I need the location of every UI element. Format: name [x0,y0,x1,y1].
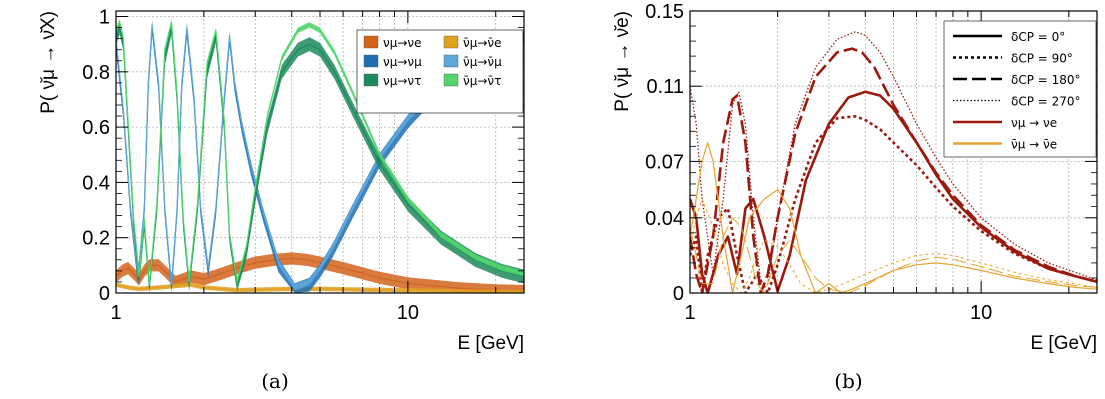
series-band-0 [116,252,524,293]
legend-label: νμ→ντ [383,74,421,88]
series-line-3 [690,31,1097,285]
series-line-4 [690,142,1097,293]
legend-label: νμ→νμ [383,55,422,69]
legend-label: δCP = 0° [1011,30,1065,44]
x-tick-label: 10 [970,302,992,324]
legend-label: ν̄μ → ν̄e [1011,138,1057,152]
y-tick-label: 0.15 [645,1,684,23]
series-line-6 [690,198,1097,293]
chart-b: 1 10 0 0.04 0.07 0.11 0.15 E [GeV] P( ν̆μ → ν̆e)… [612,1,1098,393]
legend-label: ν̄μ→ν̄e [463,36,501,50]
y-tick-label: 0.6 [82,117,110,139]
y-tick-label: 0 [99,283,110,305]
figure-caption: (b) [834,369,862,393]
legend-swatch [443,35,459,49]
y-tick-label: 0.04 [645,208,684,230]
legend-label: ν̄μ→ν̄μ [463,55,502,69]
y-tick-label: 0.2 [82,228,110,250]
legend-label: ν̄μ→ν̄τ [463,74,501,88]
y-axis-label: P( ν̆μ → ν̆e) [612,11,633,112]
series-line-5 [116,20,524,285]
x-tick-label: 1 [110,302,121,324]
x-axis-label: E [GeV] [1030,333,1097,354]
legend-label: νμ→νe [383,36,421,50]
x-tick-label: 1 [684,302,695,324]
y-tick-label: 0.8 [82,62,110,84]
legend-swatch [443,73,459,87]
figure-caption: (a) [261,369,289,393]
legend-swatch [443,54,459,68]
x-axis-label: E [GeV] [457,333,524,354]
legend-box [356,29,524,114]
legend-label: δCP = 180° [1011,73,1081,87]
legend-swatch [363,54,379,68]
series-line-3 [116,24,524,289]
legend-label: δCP = 270° [1011,95,1081,109]
legend: νμ→νe νμ→νμ νμ→ντ ν̄μ→ν̄e ν̄μ→ν̄μ ν̄μ→ν̄τ [356,29,524,114]
x-tick-label: 10 [397,302,419,324]
legend-box [943,20,1097,158]
legend: δCP = 0° δCP = 90° δCP = 180° δCP = 270° νμ … [943,20,1097,158]
y-tick-label: 0.4 [82,172,110,194]
chart-a: 1 10 0 0.2 0.4 0.6 0.8 1 E [GeV] P( ν̆μ → ν̆X) (a)… [38,7,525,393]
series-group [690,31,1097,293]
legend-swatch [363,35,379,49]
series-line-5 [690,217,1097,293]
series-line-2 [690,47,1097,293]
y-axis-label: P( ν̆μ → ν̆X) [38,11,59,114]
y-tick-label: 0.07 [645,151,684,173]
legend-label: νμ → νe [1011,116,1057,130]
series-line-0 [116,257,524,292]
y-tick-label: 0.11 [647,76,684,98]
y-tick-label: 1 [99,7,110,29]
y-tick-label: 0 [673,283,684,305]
series-band-4 [116,20,524,293]
legend-swatch [363,73,379,87]
legend-label: δCP = 90° [1011,52,1073,66]
